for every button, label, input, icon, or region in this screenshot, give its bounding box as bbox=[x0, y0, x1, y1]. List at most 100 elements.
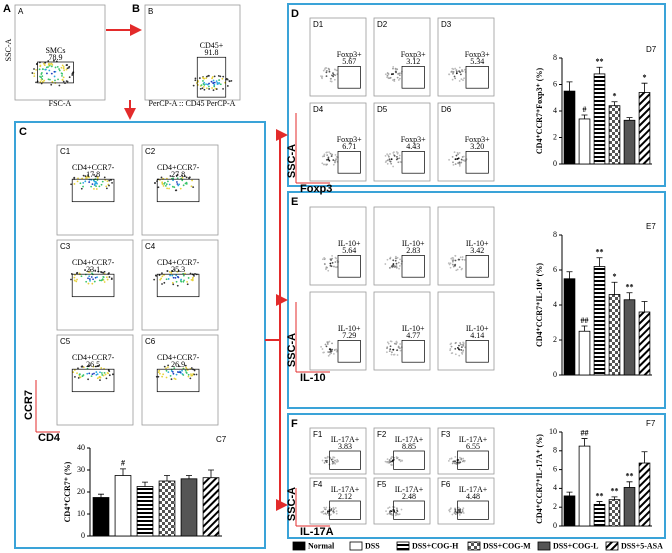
event-dot bbox=[226, 85, 229, 87]
event-dot bbox=[454, 513, 457, 515]
event-dot bbox=[392, 263, 395, 265]
event-dot bbox=[61, 64, 64, 67]
event-dot bbox=[391, 265, 394, 268]
y-tick-label: 8 bbox=[553, 446, 557, 455]
event-dot bbox=[72, 371, 75, 374]
event-dot bbox=[391, 455, 393, 458]
event-dot bbox=[454, 342, 457, 345]
event-dot bbox=[386, 162, 389, 165]
gate-percent: 3.83 bbox=[338, 442, 352, 451]
event-dot bbox=[454, 77, 457, 80]
event-dot bbox=[90, 375, 93, 377]
event-dot bbox=[73, 279, 76, 282]
event-dot bbox=[451, 263, 454, 266]
event-dot bbox=[331, 462, 334, 465]
event-dot bbox=[174, 189, 177, 192]
event-dot bbox=[331, 257, 334, 260]
event-dot bbox=[171, 281, 174, 284]
event-dot bbox=[208, 74, 210, 77]
event-dot bbox=[325, 345, 328, 348]
gate-percent: 91.8 bbox=[205, 48, 219, 57]
event-dot bbox=[396, 354, 399, 356]
event-dot bbox=[454, 353, 457, 356]
event-dot bbox=[330, 259, 332, 261]
event-dot bbox=[335, 69, 338, 72]
gate-percent: 6.55 bbox=[466, 442, 480, 451]
event-dot bbox=[99, 371, 101, 374]
legend-label: DSS+5-ASA bbox=[621, 541, 663, 550]
event-dot bbox=[173, 269, 176, 271]
y-tick-label: 6 bbox=[553, 79, 557, 88]
event-dot bbox=[221, 77, 224, 80]
event-dot bbox=[463, 77, 465, 80]
event-dot bbox=[393, 78, 396, 81]
gate-percent: 23.1 bbox=[86, 265, 100, 274]
event-dot bbox=[178, 183, 181, 186]
event-dot bbox=[165, 183, 168, 186]
event-dot bbox=[331, 342, 333, 345]
event-dot bbox=[82, 174, 85, 177]
plot-label: F3 bbox=[441, 430, 451, 439]
bar bbox=[563, 495, 576, 527]
gate-percent: 6.71 bbox=[342, 142, 356, 151]
error-bar bbox=[566, 81, 573, 92]
event-dot bbox=[331, 458, 334, 461]
event-dot bbox=[161, 272, 163, 275]
event-dot bbox=[53, 70, 56, 73]
event-dot bbox=[169, 374, 172, 377]
gate bbox=[196, 56, 227, 98]
significance-mark: * bbox=[613, 92, 617, 101]
event-dot bbox=[84, 175, 87, 178]
event-dot bbox=[79, 373, 81, 376]
event-dot bbox=[451, 256, 454, 259]
event-dot bbox=[396, 156, 398, 158]
event-dot bbox=[450, 70, 453, 73]
event-dot bbox=[454, 510, 457, 513]
event-dot bbox=[108, 184, 110, 187]
plot-label: C4 bbox=[145, 242, 156, 251]
event-dot bbox=[100, 183, 103, 186]
event-dot bbox=[49, 63, 52, 66]
y-tick-label: 6 bbox=[553, 464, 557, 473]
event-dot bbox=[84, 180, 87, 183]
event-dot bbox=[329, 262, 332, 265]
event-dot bbox=[155, 274, 157, 277]
event-dot bbox=[328, 353, 331, 356]
y-tick-label: 2 bbox=[553, 132, 557, 141]
gate bbox=[393, 500, 425, 520]
plot-label: C1 bbox=[60, 147, 71, 156]
event-dot bbox=[325, 71, 328, 74]
event-dot bbox=[454, 255, 457, 257]
legend-swatch bbox=[467, 541, 481, 551]
event-dot bbox=[333, 159, 336, 162]
event-dot bbox=[89, 279, 91, 282]
plot-label: D6 bbox=[441, 105, 452, 114]
gate-percent: 78.9 bbox=[49, 53, 63, 62]
event-dot bbox=[455, 463, 458, 465]
gate-name: IL-10+ bbox=[402, 239, 425, 248]
event-dot bbox=[458, 151, 461, 154]
event-dot bbox=[48, 69, 51, 72]
event-dot bbox=[452, 68, 455, 71]
event-dot bbox=[398, 267, 400, 270]
event-dot bbox=[333, 68, 336, 71]
gate-name: IL-10+ bbox=[338, 324, 361, 333]
event-dot bbox=[214, 87, 217, 90]
event-dot bbox=[169, 175, 172, 177]
event-dot bbox=[76, 278, 78, 281]
event-dot bbox=[449, 507, 452, 510]
event-dot bbox=[461, 256, 464, 258]
event-dot bbox=[75, 280, 78, 283]
event-dot bbox=[33, 72, 36, 75]
gate-percent: 25.3 bbox=[171, 265, 185, 274]
gate bbox=[401, 66, 425, 89]
event-dot bbox=[154, 182, 156, 185]
event-dot bbox=[394, 255, 397, 258]
event-dot bbox=[392, 79, 394, 81]
event-dot bbox=[458, 266, 461, 269]
event-dot bbox=[184, 364, 187, 367]
event-dot bbox=[396, 457, 398, 460]
event-dot bbox=[455, 154, 458, 157]
event-dot bbox=[96, 276, 98, 279]
event-dot bbox=[103, 176, 106, 179]
